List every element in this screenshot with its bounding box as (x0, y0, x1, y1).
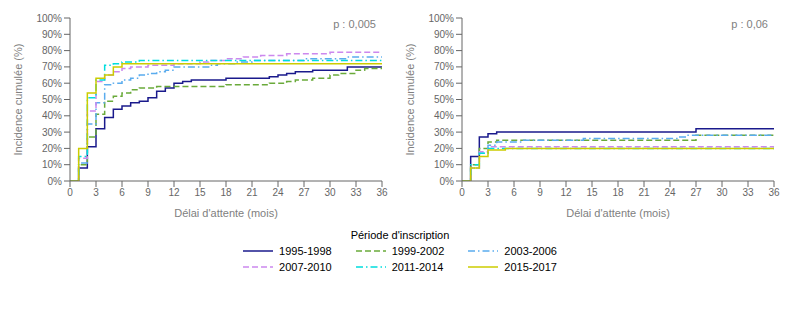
html-text:p : 0,005: p : 0,005 (333, 18, 376, 30)
svg-text:Délai d'attente (mois): Délai d'attente (mois) (566, 207, 670, 219)
svg-text:3: 3 (485, 187, 491, 198)
svg-text:24: 24 (272, 187, 284, 198)
svg-text:20%: 20% (42, 143, 62, 154)
svg-text:90%: 90% (42, 29, 62, 40)
svg-text:0: 0 (67, 187, 73, 198)
html-text:2007-2010: 2007-2010 (279, 261, 332, 273)
svg-text:40%: 40% (434, 110, 454, 121)
svg-text:80%: 80% (42, 45, 62, 56)
svg-text:12: 12 (560, 187, 572, 198)
svg-text:20%: 20% (434, 143, 454, 154)
svg-text:12: 12 (168, 187, 180, 198)
svg-text:33: 33 (350, 187, 362, 198)
svg-text:100%: 100% (428, 13, 454, 24)
svg-text:15: 15 (586, 187, 598, 198)
svg-text:Incidence cumulée (%): Incidence cumulée (%) (404, 44, 416, 156)
svg-text:Incidence cumulée (%): Incidence cumulée (%) (12, 44, 24, 156)
svg-text:9: 9 (145, 187, 151, 198)
svg-text:30: 30 (324, 187, 336, 198)
svg-text:24: 24 (664, 187, 676, 198)
svg-text:10%: 10% (434, 159, 454, 170)
svg-text:21: 21 (638, 187, 650, 198)
svg-text:3: 3 (93, 187, 99, 198)
svg-text:70%: 70% (42, 61, 62, 72)
svg-text:Délai d'attente (mois): Délai d'attente (mois) (174, 207, 278, 219)
svg-text:100%: 100% (36, 13, 62, 24)
svg-text:30: 30 (716, 187, 728, 198)
svg-text:27: 27 (690, 187, 702, 198)
html-text:Période d'inscription: Période d'inscription (350, 229, 450, 241)
svg-text:15: 15 (194, 187, 206, 198)
svg-text:30%: 30% (434, 127, 454, 138)
svg-text:36: 36 (376, 187, 388, 198)
svg-text:33: 33 (742, 187, 754, 198)
html-text:1995-1998: 1995-1998 (279, 245, 332, 257)
svg-text:36: 36 (768, 187, 780, 198)
svg-text:10%: 10% (42, 159, 62, 170)
svg-text:70%: 70% (434, 61, 454, 72)
html-text:2003-2006: 2003-2006 (504, 245, 557, 257)
svg-text:90%: 90% (434, 29, 454, 40)
svg-text:0%: 0% (48, 176, 63, 187)
svg-text:60%: 60% (434, 78, 454, 89)
svg-text:80%: 80% (434, 45, 454, 56)
svg-text:30%: 30% (42, 127, 62, 138)
html-text:2015-2017: 2015-2017 (504, 261, 557, 273)
svg-text:9: 9 (537, 187, 543, 198)
svg-text:40%: 40% (42, 110, 62, 121)
svg-text:21: 21 (246, 187, 258, 198)
svg-text:6: 6 (511, 187, 517, 198)
html-text:2011-2014: 2011-2014 (391, 261, 444, 273)
svg-text:6: 6 (119, 187, 125, 198)
svg-text:50%: 50% (434, 94, 454, 105)
svg-text:60%: 60% (42, 78, 62, 89)
svg-text:18: 18 (220, 187, 232, 198)
html-text:1999-2002: 1999-2002 (391, 245, 445, 257)
svg-text:18: 18 (612, 187, 624, 198)
svg-text:0%: 0% (440, 176, 455, 187)
svg-text:50%: 50% (42, 94, 62, 105)
svg-text:27: 27 (298, 187, 310, 198)
svg-text:0: 0 (459, 187, 465, 198)
html-text:p : 0,06: p : 0,06 (731, 18, 768, 30)
